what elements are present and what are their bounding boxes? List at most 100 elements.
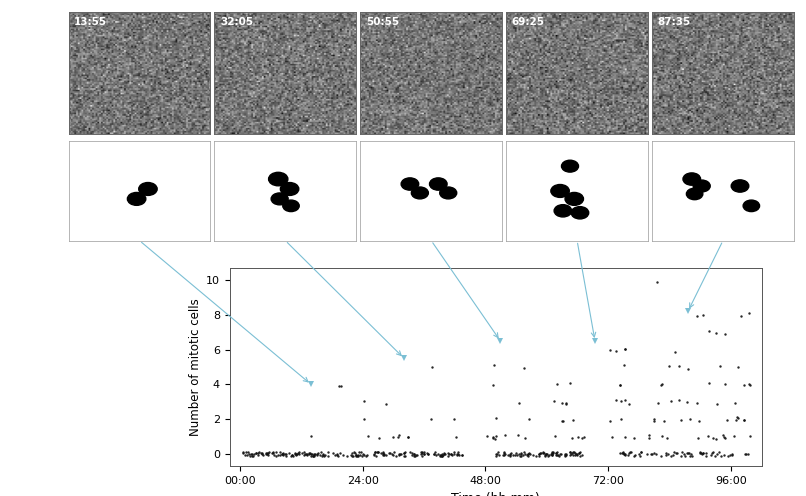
Point xyxy=(621,451,634,459)
Point xyxy=(692,417,705,425)
Point xyxy=(297,451,310,459)
Point xyxy=(434,452,447,460)
Point xyxy=(369,452,382,460)
Point xyxy=(262,449,275,457)
Point xyxy=(388,448,401,456)
Point xyxy=(498,450,511,458)
Point xyxy=(402,433,415,441)
Point xyxy=(236,448,249,456)
Point xyxy=(655,432,668,439)
Point xyxy=(627,434,640,442)
Point xyxy=(408,450,421,458)
Point xyxy=(652,399,665,407)
Point xyxy=(438,450,451,458)
Point xyxy=(717,433,730,441)
Point xyxy=(731,414,744,422)
Point xyxy=(537,449,550,457)
Point xyxy=(728,432,741,439)
Point xyxy=(512,431,525,438)
Circle shape xyxy=(571,207,588,219)
Point xyxy=(424,416,437,424)
Point xyxy=(517,451,530,459)
Point xyxy=(565,450,578,458)
Point xyxy=(289,449,301,457)
Point xyxy=(355,452,368,460)
Point xyxy=(662,450,675,458)
Point xyxy=(276,450,289,458)
Point xyxy=(732,363,745,371)
Point xyxy=(649,450,662,458)
Point xyxy=(286,451,299,459)
Point xyxy=(743,380,756,388)
Point xyxy=(486,434,499,442)
Point xyxy=(575,451,588,459)
Point xyxy=(669,348,682,356)
Point xyxy=(302,449,315,457)
Point xyxy=(317,449,330,457)
Point xyxy=(559,451,571,459)
Point xyxy=(420,449,433,457)
Point xyxy=(404,448,417,456)
Point xyxy=(533,450,546,458)
Point xyxy=(334,449,347,457)
Point xyxy=(360,451,373,459)
Circle shape xyxy=(562,160,579,172)
Point xyxy=(436,451,449,459)
Point xyxy=(266,449,279,457)
Point xyxy=(523,450,536,458)
Point xyxy=(714,452,727,460)
Point xyxy=(434,451,447,459)
Point xyxy=(559,451,571,459)
Point xyxy=(387,433,400,441)
Point xyxy=(717,431,729,439)
Point xyxy=(337,451,350,459)
Point xyxy=(550,448,563,456)
Point xyxy=(539,449,552,457)
Circle shape xyxy=(440,187,457,199)
Point xyxy=(713,362,726,370)
Point xyxy=(291,449,304,457)
Point xyxy=(719,330,732,338)
Point xyxy=(684,415,697,423)
Point xyxy=(615,449,628,457)
Point xyxy=(391,434,404,441)
Text: 69:25: 69:25 xyxy=(512,17,545,27)
Point xyxy=(305,452,318,460)
Point xyxy=(556,417,569,425)
Point xyxy=(627,451,640,459)
Point xyxy=(682,365,695,372)
Point xyxy=(435,450,448,458)
Point xyxy=(303,449,316,457)
Point xyxy=(615,397,628,405)
Point xyxy=(571,451,584,459)
Point xyxy=(742,309,755,317)
Point xyxy=(518,434,531,442)
Point xyxy=(546,448,559,456)
Point xyxy=(409,451,422,459)
Point xyxy=(490,450,503,458)
Point xyxy=(448,416,461,424)
Point xyxy=(357,397,370,405)
Point xyxy=(376,450,389,458)
Point xyxy=(708,452,721,460)
Point xyxy=(521,450,534,458)
Point xyxy=(663,362,675,370)
Point xyxy=(490,452,503,460)
Point xyxy=(743,381,756,389)
Point xyxy=(422,450,434,458)
Point xyxy=(550,451,563,459)
Point xyxy=(737,417,750,425)
Point xyxy=(555,450,567,458)
Point xyxy=(534,449,547,457)
Point xyxy=(279,450,292,458)
Point xyxy=(646,450,659,458)
Point xyxy=(677,450,690,458)
Point xyxy=(350,451,363,459)
Circle shape xyxy=(127,192,146,205)
Point xyxy=(243,449,256,457)
Point xyxy=(442,450,455,458)
Circle shape xyxy=(687,188,703,200)
Point xyxy=(544,450,557,458)
Point xyxy=(260,449,272,457)
Point xyxy=(367,451,380,459)
